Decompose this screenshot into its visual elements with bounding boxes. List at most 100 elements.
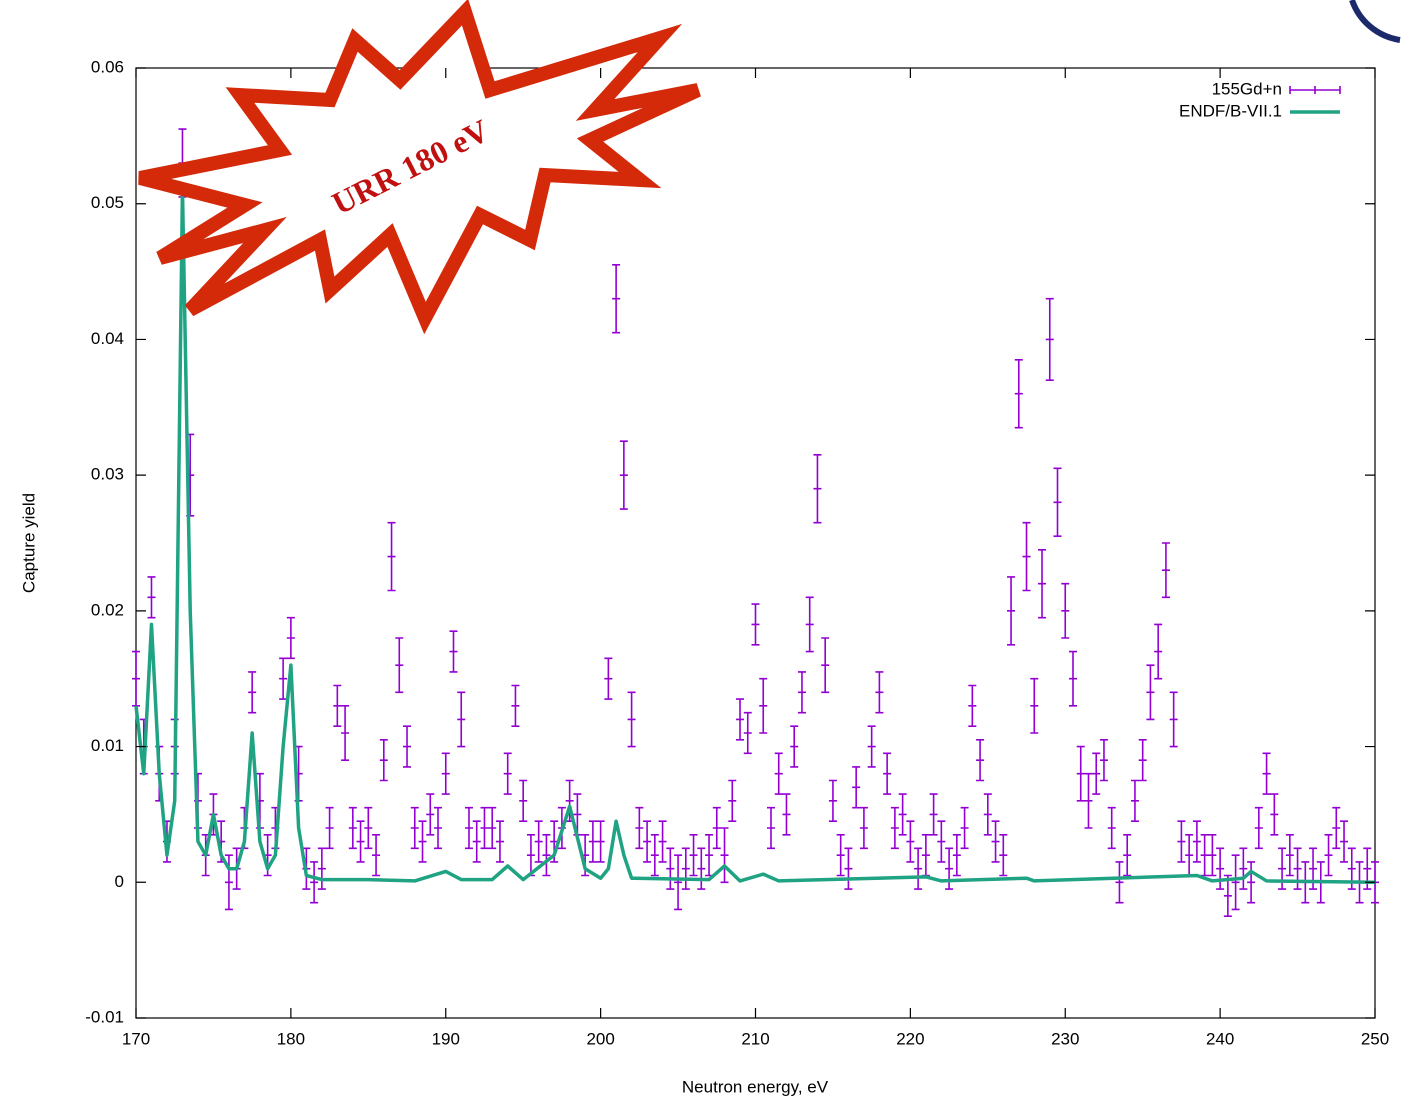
error-bar	[1045, 297, 1054, 381]
error-bar	[968, 684, 977, 728]
error-bar	[472, 820, 481, 863]
error-bar	[1247, 861, 1256, 904]
error-bar	[883, 752, 892, 795]
error-bar	[852, 766, 861, 809]
legend-swatch	[1289, 86, 1341, 94]
error-bar	[619, 440, 628, 510]
error-bar	[550, 820, 559, 863]
error-bar	[1154, 623, 1163, 680]
error-bar	[914, 847, 923, 890]
error-bar	[929, 793, 938, 836]
error-bar	[1200, 833, 1209, 877]
error-bar	[147, 576, 156, 619]
error-bar	[1099, 738, 1108, 782]
error-bar	[720, 827, 729, 884]
error-bar	[596, 820, 605, 863]
error-bar	[248, 671, 257, 714]
error-bar	[1285, 833, 1294, 877]
error-bar	[681, 847, 690, 890]
error-bar	[464, 806, 473, 850]
error-bar	[650, 833, 659, 877]
y-tick-label: -0.01	[85, 1007, 124, 1026]
error-bar	[1309, 847, 1318, 890]
error-bar	[1324, 833, 1333, 877]
error-bar	[906, 820, 915, 863]
error-bar	[658, 820, 667, 863]
error-bar	[921, 833, 930, 877]
error-bar	[1061, 582, 1070, 639]
error-bar	[495, 820, 504, 863]
error-bar	[372, 833, 381, 877]
error-bar	[348, 806, 357, 850]
error-bar	[813, 453, 822, 524]
error-bar	[1130, 779, 1139, 823]
y-axis-title: Capture yield	[19, 493, 38, 593]
error-bar	[875, 671, 884, 714]
x-tick-label: 230	[1051, 1029, 1079, 1048]
error-bar	[844, 847, 853, 890]
error-bar	[774, 752, 783, 795]
error-bar	[627, 691, 636, 748]
error-bar	[341, 705, 350, 761]
error-bar	[542, 833, 551, 877]
x-tick-label: 250	[1361, 1029, 1389, 1048]
error-bar	[519, 779, 528, 823]
error-bar	[766, 806, 775, 850]
error-bar	[821, 637, 830, 694]
error-bar	[1270, 793, 1279, 836]
error-bar	[418, 820, 427, 863]
error-bar	[132, 650, 140, 707]
error-bar	[983, 793, 992, 836]
x-tick-label: 240	[1206, 1029, 1234, 1048]
error-bar	[279, 657, 288, 700]
error-bar	[1022, 521, 1031, 592]
error-bar	[317, 847, 326, 890]
error-bar	[867, 725, 876, 768]
y-tick-label: 0.05	[91, 193, 124, 212]
error-bar	[403, 725, 412, 768]
error-bar	[790, 725, 799, 768]
error-bar	[1123, 833, 1132, 877]
error-bar	[991, 820, 1000, 863]
error-bar	[480, 806, 489, 850]
error-bar	[511, 684, 520, 728]
error-bar	[1239, 847, 1248, 890]
error-bar	[1262, 752, 1271, 795]
x-tick-label: 220	[896, 1029, 924, 1048]
error-bar	[952, 833, 961, 877]
error-bar	[1192, 820, 1201, 863]
error-bar	[488, 806, 497, 850]
error-bar	[1053, 467, 1062, 538]
error-bar	[797, 671, 806, 714]
error-bar	[805, 596, 814, 653]
error-bar	[1076, 745, 1085, 802]
error-bar	[712, 806, 721, 850]
error-bar	[1038, 548, 1047, 619]
y-tick-label: 0.04	[91, 329, 124, 348]
error-bar	[898, 793, 907, 836]
error-bar	[434, 806, 443, 850]
error-bar	[736, 698, 745, 741]
error-bar	[410, 806, 419, 850]
error-bar	[604, 657, 613, 700]
error-bar	[1138, 738, 1147, 782]
legend-label: 155Gd+n	[1212, 79, 1282, 98]
error-bar	[1363, 847, 1372, 890]
error-bar	[1030, 677, 1039, 734]
error-bar	[325, 806, 334, 850]
legend-label: ENDF/B-VII.1	[1179, 101, 1282, 120]
error-bar	[960, 806, 969, 850]
error-bar	[217, 820, 226, 863]
error-bar	[379, 738, 388, 782]
error-bar	[782, 793, 791, 836]
error-bar	[1293, 847, 1302, 890]
error-bar	[643, 820, 652, 863]
error-bar	[705, 833, 714, 877]
y-tick-label: 0.03	[91, 465, 124, 484]
error-bar	[310, 861, 319, 904]
error-bar	[534, 820, 543, 863]
error-bar	[1068, 650, 1077, 707]
error-bar	[1332, 806, 1341, 850]
error-bar	[1185, 833, 1194, 877]
